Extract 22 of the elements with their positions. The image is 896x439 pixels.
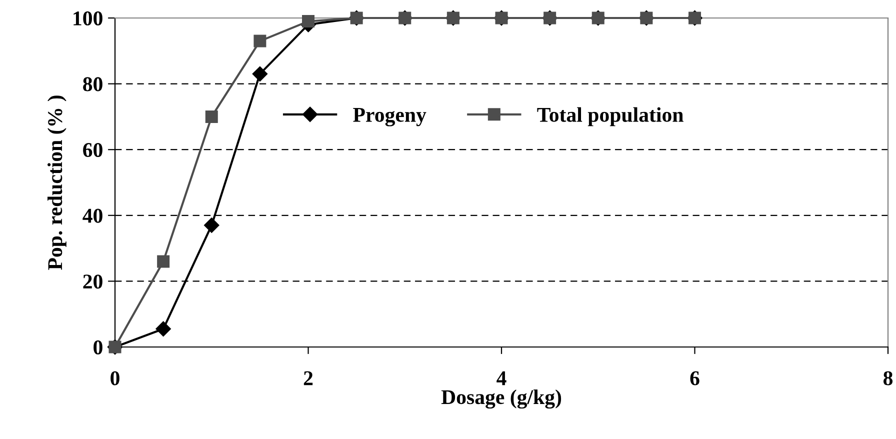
x-tick-label: 2 (304, 371, 313, 386)
y-tick-label: 0 (94, 340, 102, 354)
point (156, 321, 171, 336)
y-tick-label: 60 (83, 142, 102, 158)
point (254, 34, 266, 48)
x-tick-label: 4 (496, 371, 506, 386)
point (205, 110, 218, 123)
y-tick-label: 20 (83, 274, 102, 289)
legend-label: Total population (537, 107, 684, 126)
point (252, 66, 268, 82)
x-tick-label: 8 (883, 371, 893, 386)
y-tick-label: 80 (83, 77, 102, 92)
point (302, 15, 314, 28)
x-tick-label: 0 (110, 371, 120, 386)
x-tick-label: 6 (690, 371, 700, 386)
y-axis-title: Pop. reduction (% ) (47, 96, 66, 270)
point (204, 218, 220, 233)
y-tick-label: 40 (82, 208, 102, 223)
y-tick-label: 100 (74, 11, 102, 26)
x-axis-title: Dosage (g/kg) (441, 390, 562, 409)
legend-label: Progeny (353, 108, 426, 126)
point (157, 255, 170, 268)
